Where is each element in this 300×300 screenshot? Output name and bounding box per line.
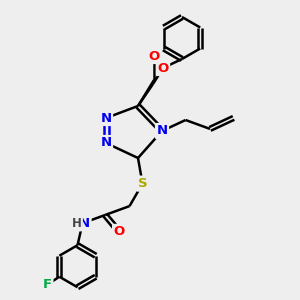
Text: N: N	[100, 112, 112, 124]
Text: N: N	[79, 217, 90, 230]
Text: O: O	[158, 61, 169, 74]
Text: H: H	[72, 217, 82, 230]
Text: O: O	[114, 225, 125, 239]
Text: S: S	[138, 177, 147, 190]
Text: O: O	[148, 50, 160, 62]
Text: N: N	[100, 136, 112, 149]
Text: F: F	[43, 278, 52, 291]
Text: N: N	[156, 124, 168, 137]
